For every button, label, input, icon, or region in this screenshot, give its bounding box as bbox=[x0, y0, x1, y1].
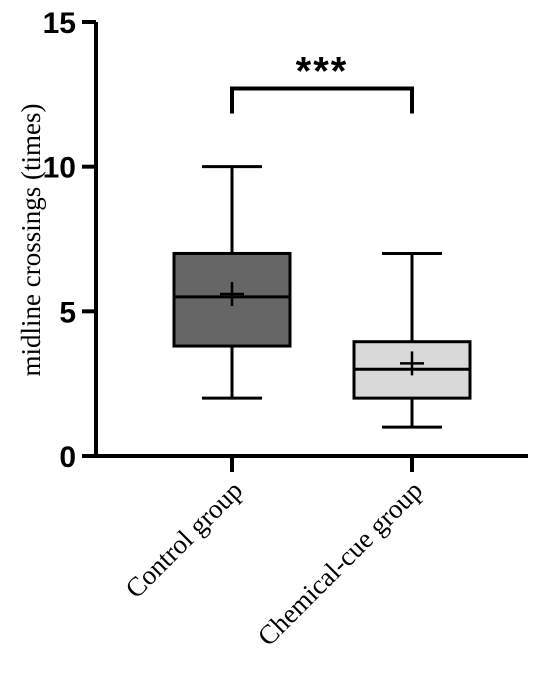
boxes bbox=[172, 165, 472, 429]
y-tick-label: 5 bbox=[59, 296, 76, 329]
x-tick-label: Control group bbox=[119, 475, 248, 604]
box-control-group bbox=[172, 165, 292, 400]
box-chemical-cue-group bbox=[352, 251, 472, 429]
y-axis-label: midline crossings (times) bbox=[16, 104, 46, 377]
significance-label: *** bbox=[296, 50, 349, 94]
significance-bracket bbox=[230, 86, 414, 114]
y-tick-label: 15 bbox=[43, 7, 76, 40]
y-tick-label: 0 bbox=[59, 441, 76, 474]
x-tick-label: Chemical-cue group bbox=[252, 475, 429, 652]
y-tick-label: 10 bbox=[43, 152, 76, 185]
annotations: *** bbox=[230, 50, 414, 114]
